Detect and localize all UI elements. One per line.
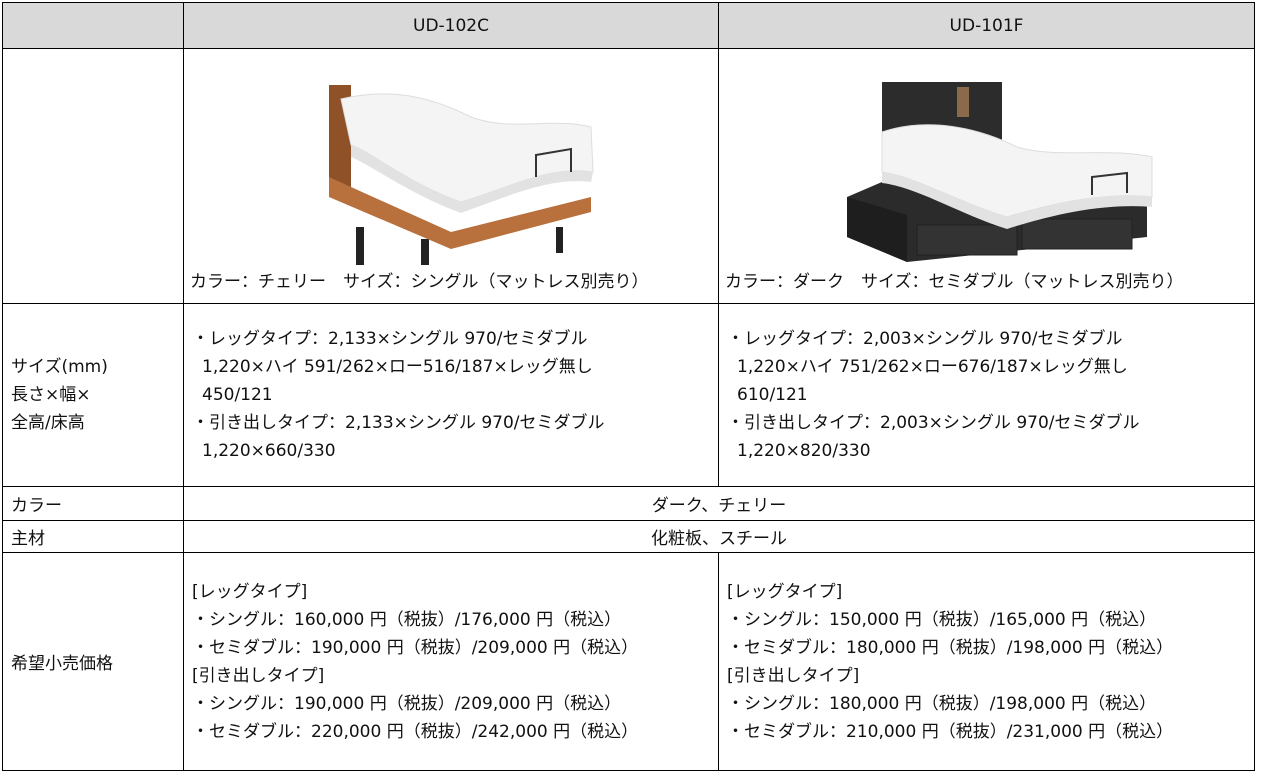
text-line: ・シングル：150,000 円（税抜）/165,000 円（税込） (727, 609, 1157, 630)
image-caption: カラー：チェリー サイズ：シングル（マットレス別売り） (190, 272, 649, 292)
text-line: [レッグタイプ] (727, 581, 843, 602)
row-label: 主材 (2, 520, 184, 553)
price-cell: [レッグタイプ] ・シングル：160,000 円（税抜）/176,000 円（税込… (183, 552, 719, 771)
image-cell: カラー：ダーク サイズ：セミダブル（マットレス別売り） (718, 48, 1255, 304)
header-row: UD-102C UD-101F (2, 2, 1255, 49)
image-cell: カラー：チェリー サイズ：シングル（マットレス別売り） (183, 48, 719, 304)
text-line: ・セミダブル：180,000 円（税抜）/198,000 円（税込） (727, 637, 1174, 658)
text-line: 1,220×660/330 (202, 441, 336, 461)
text-line: ・引き出しタイプ：2,133×シングル 970/セミダブル (192, 413, 605, 433)
color-row: カラー ダーク、チェリー (2, 486, 1255, 521)
text-line: [レッグタイプ] (192, 581, 308, 602)
text-line: ・引き出しタイプ：2,003×シングル 970/セミダブル (727, 413, 1140, 433)
text-line: ・セミダブル：220,000 円（税抜）/242,000 円（税込） (192, 721, 639, 742)
text-line: ・シングル：180,000 円（税抜）/198,000 円（税込） (727, 693, 1157, 714)
size-cell: ・レッグタイプ：2,003×シングル 970/セミダブル 1,220×ハイ 751… (718, 303, 1255, 487)
text-line: サイズ(mm) (11, 357, 108, 377)
text-line: [引き出しタイプ] (727, 665, 860, 686)
text-line: 450/121 (202, 385, 273, 405)
material-value: 化粧板、スチール (183, 520, 1255, 553)
row-label: サイズ(mm) 長さ×幅× 全高/床高 (2, 303, 184, 487)
size-cell: ・レッグタイプ：2,133×シングル 970/セミダブル 1,220×ハイ 591… (183, 303, 719, 487)
material-row: 主材 化粧板、スチール (2, 520, 1255, 553)
empty-cell (2, 48, 184, 304)
image-row: カラー：チェリー サイズ：シングル（マットレス別売り） カラー：ダーク サイズ：… (2, 48, 1255, 304)
text-line: 610/121 (737, 385, 808, 405)
bed-image-dark (846, 82, 1152, 262)
text-line: ・シングル：160,000 円（税抜）/176,000 円（税込） (192, 609, 622, 630)
corner-cell (2, 2, 184, 49)
size-row: サイズ(mm) 長さ×幅× 全高/床高 ・レッグタイプ：2,133×シングル 970… (2, 303, 1255, 487)
model-name: UD-102C (183, 2, 719, 49)
text-line: 1,220×ハイ 591/262×ロー516/187×レッグ無し (202, 357, 593, 377)
text-line: ・レッグタイプ：2,003×シングル 970/セミダブル (727, 329, 1123, 349)
text-line: 1,220×820/330 (737, 441, 871, 461)
price-row: 希望小売価格 [レッグタイプ] ・シングル：160,000 円（税抜）/176,0… (2, 552, 1255, 771)
text-line: ・シングル：190,000 円（税抜）/209,000 円（税込） (192, 693, 622, 714)
row-label: 希望小売価格 (2, 552, 184, 771)
text-line: 1,220×ハイ 751/262×ロー676/187×レッグ無し (737, 357, 1128, 377)
row-label: カラー (2, 486, 184, 521)
model-name: UD-101F (718, 2, 1255, 49)
text-line: ・レッグタイプ：2,133×シングル 970/セミダブル (192, 329, 588, 349)
image-caption: カラー：ダーク サイズ：セミダブル（マットレス別売り） (725, 272, 1184, 292)
text-line: [引き出しタイプ] (192, 665, 325, 686)
text-line: 長さ×幅× (11, 385, 91, 405)
text-line: ・セミダブル：210,000 円（税抜）/231,000 円（税込） (727, 721, 1174, 742)
bed-image-cherry (329, 85, 594, 265)
text-line: 全高/床高 (11, 413, 85, 433)
spec-table: UD-102C UD-101F カラー：チェリー サイズ：シングル（マットレス別… (2, 2, 1255, 771)
color-value: ダーク、チェリー (183, 486, 1255, 521)
price-cell: [レッグタイプ] ・シングル：150,000 円（税抜）/165,000 円（税込… (718, 552, 1255, 771)
text-line: ・セミダブル：190,000 円（税抜）/209,000 円（税込） (192, 637, 639, 658)
